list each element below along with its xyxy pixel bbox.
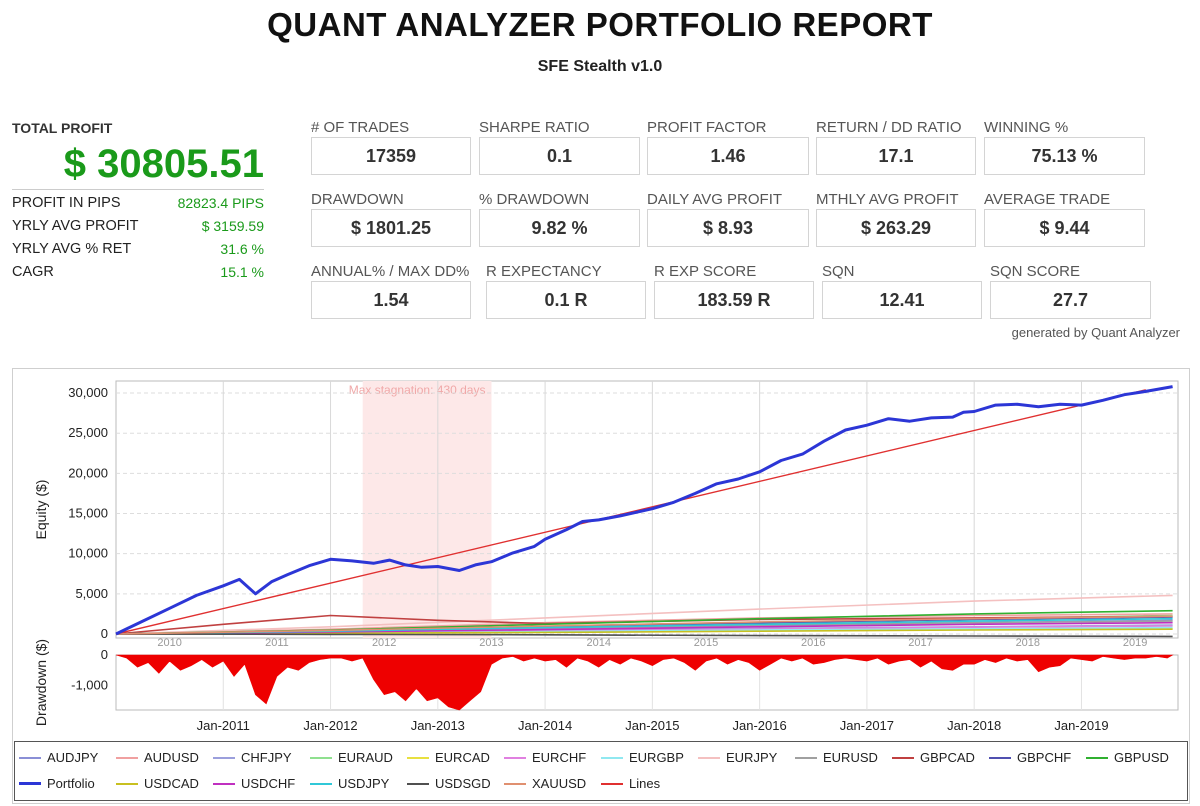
legend-swatch xyxy=(504,757,526,759)
legend-label: EURCAD xyxy=(435,750,490,765)
legend-swatch xyxy=(698,757,720,759)
metric-value: $ 1801.25 xyxy=(311,209,471,247)
metric-label: SHARPE RATIO xyxy=(479,119,590,136)
legend-swatch xyxy=(116,757,138,759)
metric-label: PROFIT FACTOR xyxy=(647,119,767,136)
summary-row-value: 31.6 % xyxy=(220,241,264,257)
metric-label: ANNUAL% / MAX DD% xyxy=(311,263,470,280)
metric-label: SQN xyxy=(822,263,855,280)
legend-label: AUDJPY xyxy=(47,750,99,765)
metric-label: SQN SCORE xyxy=(990,263,1081,280)
legend-label: USDJPY xyxy=(338,776,390,791)
metric-value: $ 8.93 xyxy=(647,209,809,247)
summary-row: CAGR 15.1 % xyxy=(12,264,264,280)
legend-label: Portfolio xyxy=(47,776,95,791)
legend-label: XAUUSD xyxy=(532,776,587,791)
summary-row-value: $ 3159.59 xyxy=(201,218,264,234)
metric-label: % DRAWDOWN xyxy=(479,191,590,208)
summary-divider xyxy=(12,189,264,190)
chart-frame xyxy=(12,368,1190,804)
legend-label: CHFJPY xyxy=(241,750,292,765)
legend-label: EURUSD xyxy=(823,750,878,765)
legend-label: USDCHF xyxy=(241,776,296,791)
legend-label: EURJPY xyxy=(726,750,778,765)
legend-swatch xyxy=(601,757,623,759)
legend-swatch xyxy=(19,757,41,759)
legend-swatch xyxy=(213,757,235,759)
legend-swatch xyxy=(310,757,332,759)
legend-label: EURCHF xyxy=(532,750,587,765)
metric-value: $ 263.29 xyxy=(816,209,976,247)
metric-value: 9.82 % xyxy=(479,209,640,247)
metric-label: DAILY AVG PROFIT xyxy=(647,191,783,208)
summary-row: PROFIT IN PIPS 82823.4 PIPS xyxy=(12,195,264,211)
metric-value: 1.54 xyxy=(311,281,471,319)
legend-label: GBPCAD xyxy=(920,750,975,765)
metric-label: MTHLY AVG PROFIT xyxy=(816,191,959,208)
metric-value: 0.1 R xyxy=(486,281,646,319)
summary-row-label: CAGR xyxy=(12,264,54,280)
metric-value: 0.1 xyxy=(479,137,640,175)
summary-row-label: YRLY AVG % RET xyxy=(12,241,132,257)
legend-swatch xyxy=(989,757,1011,759)
summary-row-label: PROFIT IN PIPS xyxy=(12,195,121,211)
legend-swatch xyxy=(1086,757,1108,759)
summary-row-value: 82823.4 PIPS xyxy=(177,195,264,211)
legend-swatch xyxy=(795,757,817,759)
total-profit-value: $ 30805.51 xyxy=(63,142,264,186)
legend-label: AUDUSD xyxy=(144,750,199,765)
metric-value: 27.7 xyxy=(990,281,1151,319)
legend-label: GBPCHF xyxy=(1017,750,1072,765)
summary-row-value: 15.1 % xyxy=(220,264,264,280)
legend-swatch xyxy=(213,783,235,785)
metric-label: R EXPECTANCY xyxy=(486,263,602,280)
metric-label: DRAWDOWN xyxy=(311,191,404,208)
metric-label: AVERAGE TRADE xyxy=(984,191,1111,208)
metric-value: 12.41 xyxy=(822,281,982,319)
legend-swatch xyxy=(601,783,623,785)
legend-swatch xyxy=(310,783,332,785)
metric-label: # OF TRADES xyxy=(311,119,410,136)
summary-row: YRLY AVG % RET 31.6 % xyxy=(12,241,264,257)
metric-label: R EXP SCORE xyxy=(654,263,757,280)
legend-label: USDCAD xyxy=(144,776,199,791)
metric-label: RETURN / DD RATIO xyxy=(816,119,962,136)
report-title: QUANT ANALYZER PORTFOLIO REPORT xyxy=(267,6,933,43)
metric-value: 183.59 R xyxy=(654,281,814,319)
metric-value: 75.13 % xyxy=(984,137,1145,175)
legend-label: EURGBP xyxy=(629,750,684,765)
generated-by-note: generated by Quant Analyzer xyxy=(1011,325,1180,340)
legend-swatch xyxy=(892,757,914,759)
metric-value: 17.1 xyxy=(816,137,976,175)
legend-swatch xyxy=(116,783,138,785)
metric-label: WINNING % xyxy=(984,119,1069,136)
strategy-name: SFE Stealth v1.0 xyxy=(537,58,663,75)
legend-swatch xyxy=(407,783,429,785)
metric-value: $ 9.44 xyxy=(984,209,1145,247)
metric-value: 17359 xyxy=(311,137,471,175)
chart-legend: AUDJPY AUDUSD CHFJPY EURAUD EURCAD EURCHF EURG… xyxy=(14,741,1188,801)
total-profit-label: TOTAL PROFIT xyxy=(12,120,113,136)
summary-row-label: YRLY AVG PROFIT xyxy=(12,218,139,234)
legend-label: Lines xyxy=(629,776,661,791)
legend-swatch xyxy=(504,783,526,785)
legend-label: EURAUD xyxy=(338,750,393,765)
summary-row: YRLY AVG PROFIT $ 3159.59 xyxy=(12,218,264,234)
legend-swatch xyxy=(407,757,429,759)
metric-value: 1.46 xyxy=(647,137,809,175)
legend-swatch xyxy=(19,782,41,785)
legend-label: USDSGD xyxy=(435,776,491,791)
legend-label: GBPUSD xyxy=(1114,750,1169,765)
